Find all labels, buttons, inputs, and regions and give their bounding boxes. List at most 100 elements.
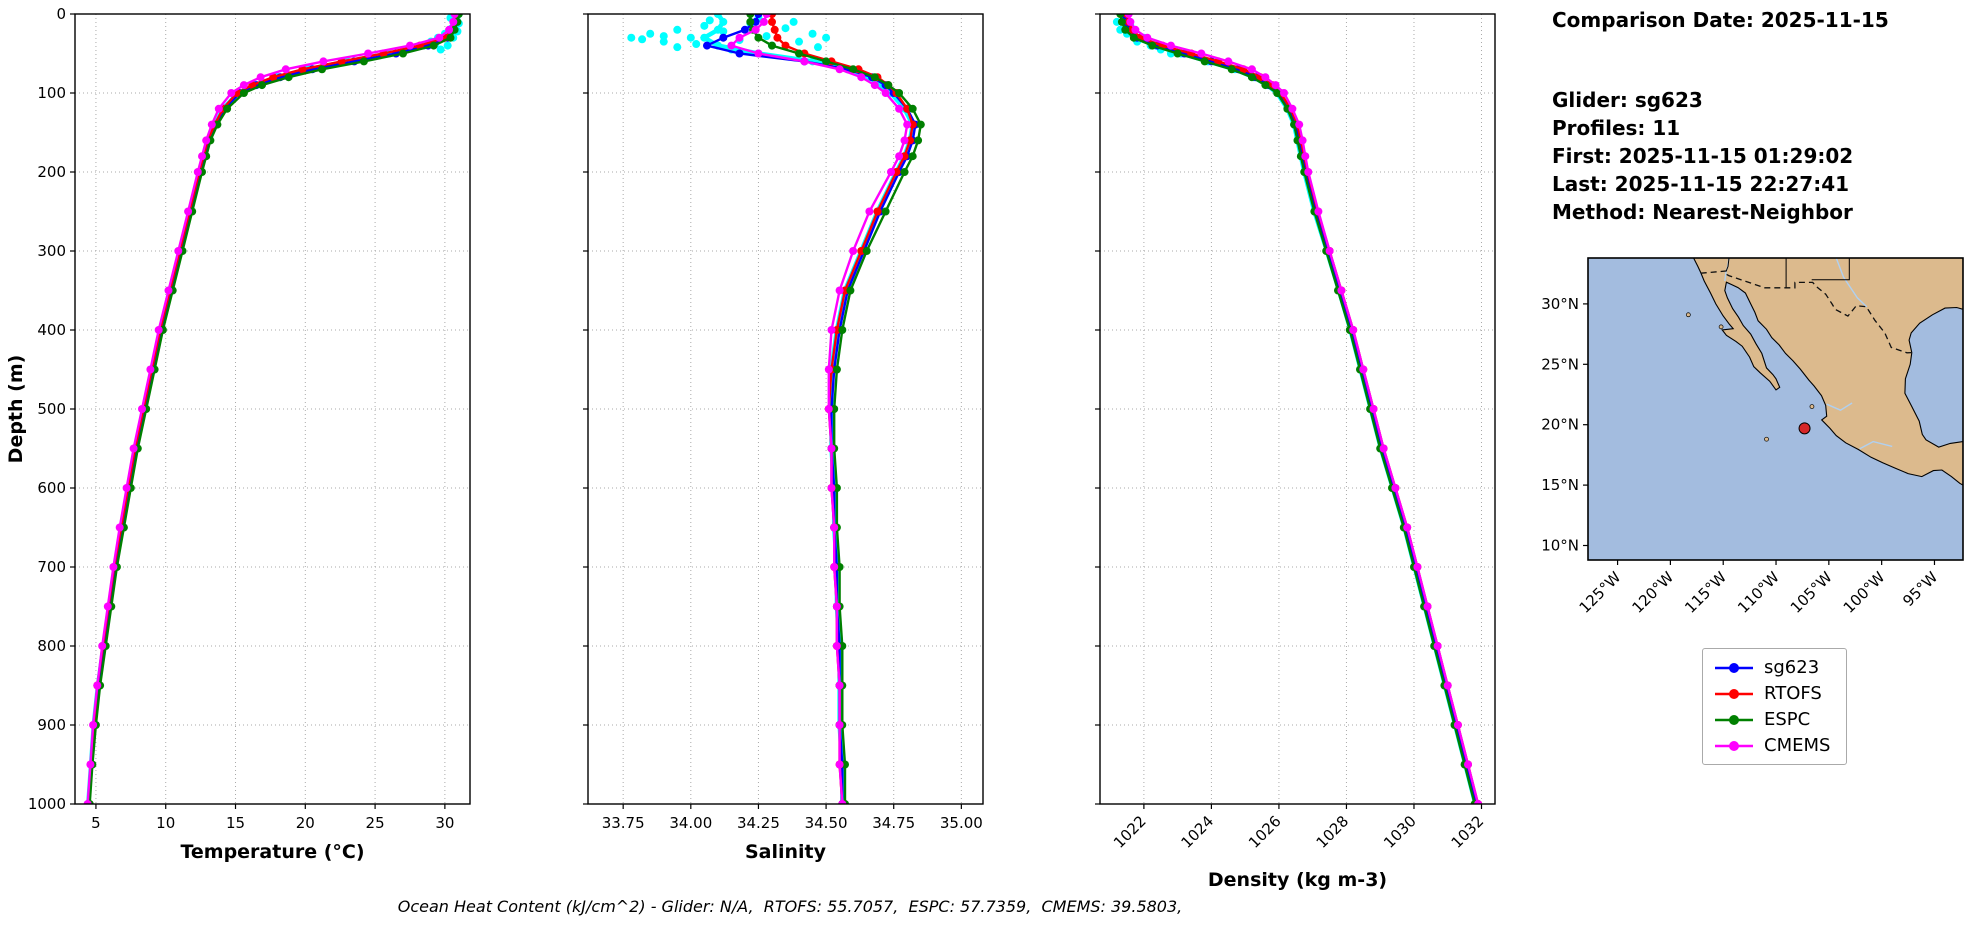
svg-text:500: 500 [37,400,66,418]
raw-scatter-point [646,29,655,38]
raw-scatter-point [822,33,831,42]
svg-text:100°W: 100°W [1840,568,1889,617]
legend-label: CMEMS [1764,735,1831,756]
svg-text:200: 200 [37,163,66,181]
legend-line-marker-icon [1715,662,1753,673]
glider-position-marker [1798,422,1811,435]
raw-scatter-point [808,29,817,38]
island [1686,312,1691,318]
legend-item-rtofs: RTOFS [1713,683,1830,704]
tick-marks [583,13,962,809]
svg-text:34.75: 34.75 [872,814,915,832]
raw-scatter-point [781,24,790,33]
profiles-count-text: Profiles: 11 [1552,116,1681,140]
svg-text:110°W: 110°W [1734,568,1783,617]
svg-text:1032: 1032 [1448,812,1488,852]
svg-text:115°W: 115°W [1681,568,1730,617]
state-border [1725,258,1730,272]
series-sg623 [703,14,920,804]
raw-scatter-point [692,40,701,49]
svg-text:1028: 1028 [1313,812,1353,852]
raw-scatter-point [795,37,804,46]
plot-area [1112,14,1483,804]
river [1826,402,1853,411]
svg-text:700: 700 [37,558,66,576]
axes-frame [587,13,984,805]
svg-text:25: 25 [366,814,385,832]
map-tick-marks [1583,303,1936,565]
raw-scatter-point [436,45,445,54]
raw-scatter-point [638,35,647,44]
svg-text:120°W: 120°W [1628,568,1677,617]
svg-text:20°N: 20°N [1541,416,1579,434]
raw-scatter-point [659,37,668,46]
svg-text:34.50: 34.50 [805,814,848,832]
y-axis-label: Depth (m) [5,355,27,464]
density-profile-plot: 1022 1024 1026 1028 1030 1032 Density (kg m-3) [1095,13,1496,891]
plot-area [83,14,463,804]
series-CMEMS [727,14,912,804]
svg-text:10°N: 10°N [1541,537,1579,555]
svg-text:1024: 1024 [1178,812,1218,852]
river [1835,258,1868,308]
comparison-date-text: Comparison Date: 2025-11-15 [1552,8,1889,32]
svg-text:15°N: 15°N [1541,476,1579,494]
legend-item-espc: ESPC [1713,709,1830,730]
last-profile-time-text: Last: 2025-11-15 22:27:41 [1552,172,1850,196]
series-ESPC [746,14,925,804]
tick-marks [1095,13,1483,809]
raw-scatter-point [673,25,682,34]
glider-name-text: Glider: sg623 [1552,88,1703,112]
svg-text:15: 15 [226,814,245,832]
raw-scatter-point [813,43,822,52]
series-CMEMS [1124,14,1483,804]
x-axis-label: Density (kg m-3) [1208,869,1387,891]
svg-text:20: 20 [296,814,315,832]
svg-text:5: 5 [91,814,101,832]
raw-scatter-point [659,32,668,41]
svg-text:1030: 1030 [1380,812,1420,852]
svg-text:105°W: 105°W [1787,568,1836,617]
svg-text:0: 0 [56,5,66,23]
series-CMEMS [83,14,459,804]
tick-labels: 1022 1024 1026 1028 1030 1032 [1110,812,1487,852]
legend-label: ESPC [1764,709,1811,730]
svg-text:800: 800 [37,637,66,655]
svg-text:400: 400 [37,321,66,339]
svg-text:125°W: 125°W [1576,568,1625,617]
raw-scatter-point [762,32,771,41]
x-axis-label: Salinity [745,841,827,863]
island [1764,436,1769,442]
svg-text:30°N: 30°N [1541,295,1579,313]
salinity-profile-plot: 33.75 34.00 34.25 34.50 34.75 35.00 Salinity [583,13,984,863]
raw-scatter-point [705,16,714,25]
grid-lines [75,13,470,805]
svg-text:600: 600 [37,479,66,497]
raw-scatter-point [789,17,798,26]
legend-item-sg623: sg623 [1713,657,1830,678]
svg-text:1000: 1000 [28,795,66,813]
raw-scatter-point [627,33,636,42]
land-coastline [1692,258,1963,486]
legend: sg623 RTOFS ESPC CMEMS [1702,648,1848,765]
svg-text:25°N: 25°N [1541,355,1579,373]
legend-label: sg623 [1764,657,1820,678]
raw-scatter-point [673,43,682,52]
legend-line-marker-icon [1715,714,1753,725]
svg-text:34.25: 34.25 [737,814,780,832]
svg-text:900: 900 [37,716,66,734]
svg-text:1026: 1026 [1245,812,1285,852]
legend-line-marker-icon [1715,688,1753,699]
legend-label: RTOFS [1764,683,1822,704]
glider-location-map: 125°W 120°W 115°W 110°W 105°W 100°W 95°W 30°N 25… [1541,257,1964,617]
svg-text:35.00: 35.00 [940,814,983,832]
raw-scatter-point [686,33,695,42]
first-profile-time-text: First: 2025-11-15 01:29:02 [1552,144,1854,168]
svg-text:30: 30 [435,814,454,832]
svg-text:33.75: 33.75 [602,814,645,832]
temperature-profile-plot: 5 10 15 20 25 3001002003004005006007008009001… [5,5,471,863]
river [1859,440,1893,450]
svg-text:10: 10 [156,814,175,832]
axes-frame [74,13,471,805]
